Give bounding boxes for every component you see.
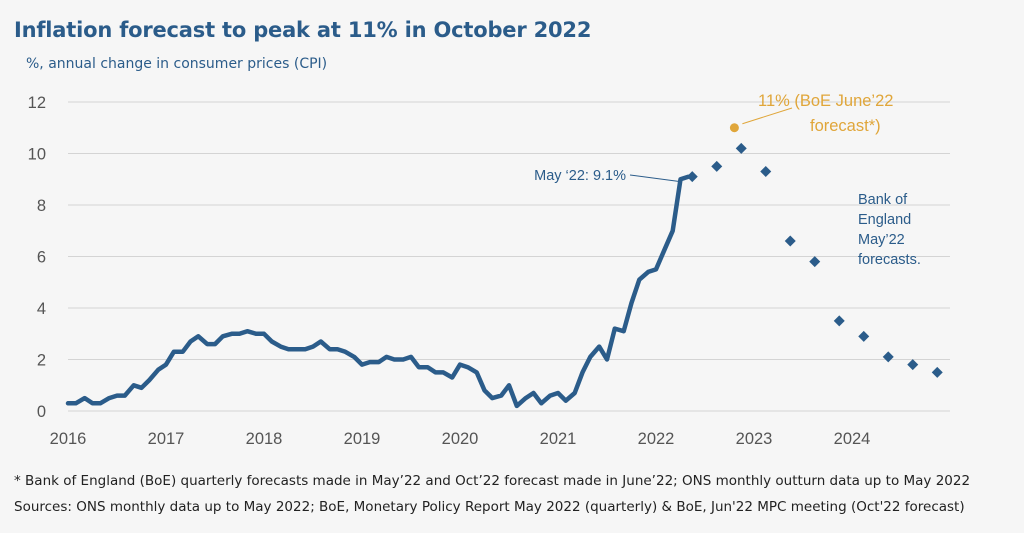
y-tick-label: 6 xyxy=(37,249,46,267)
chart-title: Inflation forecast to peak at 11% in Oct… xyxy=(14,18,592,42)
boe-june22-forecast-marker xyxy=(729,123,739,133)
forecast-point xyxy=(809,256,821,268)
x-tick-label: 2019 xyxy=(344,430,381,448)
boe-may22-forecast-markers xyxy=(686,142,943,378)
x-tick-label: 2017 xyxy=(148,430,185,448)
june-forecast-leader-line xyxy=(742,107,793,125)
x-tick-label: 2020 xyxy=(442,430,479,448)
y-tick-label: 2 xyxy=(37,352,46,370)
may22-leader-line xyxy=(629,174,681,183)
footnote-sources: Sources: ONS monthly data up to May 2022… xyxy=(14,499,965,515)
forecast-point xyxy=(882,351,894,363)
boe-forecast-label-line3: May’22 xyxy=(858,232,905,248)
forecast-point xyxy=(760,166,772,178)
boe-forecast-label-line4: forecasts. xyxy=(858,252,921,268)
y-tick-label: 10 xyxy=(28,146,46,164)
may22-annotation: May ‘22: 9.1% xyxy=(534,168,626,184)
x-tick-label: 2021 xyxy=(540,430,577,448)
forecast-point xyxy=(833,315,845,327)
boe-forecast-label-line2: England xyxy=(858,212,911,228)
boe-forecast-label-line1: Bank of xyxy=(858,192,908,208)
cpi-outturn-line xyxy=(65,174,691,409)
forecast-point xyxy=(686,171,698,183)
forecast-point xyxy=(784,235,796,247)
forecast-point xyxy=(711,160,723,172)
x-tick-label: 2024 xyxy=(834,430,871,448)
x-tick-label: 2023 xyxy=(736,430,773,448)
annotations: May ‘22: 9.1% 11% (BoE June’22 forecast*… xyxy=(534,92,921,268)
forecast-point xyxy=(931,366,943,378)
forecast-point xyxy=(858,330,870,342)
june-forecast-annotation-line2: forecast*) xyxy=(810,117,881,135)
gridlines xyxy=(68,101,950,412)
x-tick-label: 2016 xyxy=(50,430,87,448)
forecast-point xyxy=(735,142,747,154)
chart-subtitle: %, annual change in consumer prices (CPI… xyxy=(26,56,328,72)
y-tick-label: 8 xyxy=(37,197,46,215)
june-forecast-annotation-line1: 11% (BoE June’22 xyxy=(758,92,893,110)
footnote-methodology: * Bank of England (BoE) quarterly foreca… xyxy=(14,473,971,489)
x-tick-labels: 2016 2017 2018 2019 2020 2021 2022 2023 2024 xyxy=(50,430,871,448)
y-tick-label: 0 xyxy=(37,403,46,421)
x-tick-label: 2018 xyxy=(246,430,283,448)
y-tick-label: 12 xyxy=(28,94,46,112)
y-tick-label: 4 xyxy=(37,300,46,318)
y-tick-labels: 0 2 4 6 8 10 12 xyxy=(28,94,46,421)
forecast-point xyxy=(907,359,919,371)
june-forecast-point xyxy=(729,123,739,133)
x-tick-label: 2022 xyxy=(638,430,675,448)
